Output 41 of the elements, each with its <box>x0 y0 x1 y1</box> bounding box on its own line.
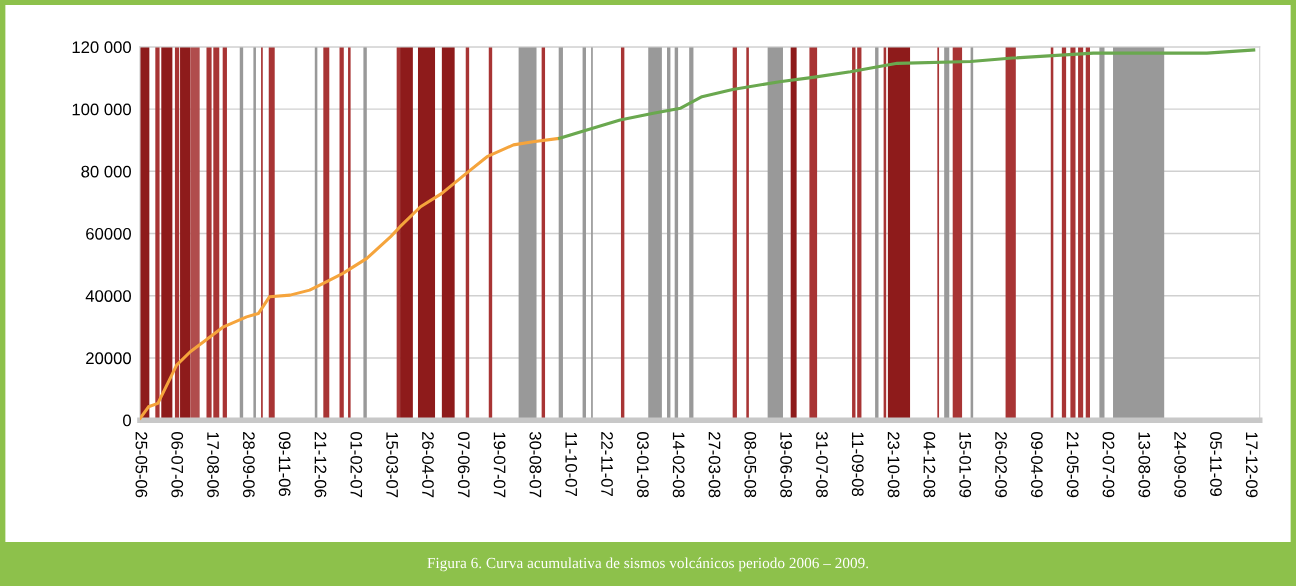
x-tick-label: 28-09-06 <box>242 432 255 498</box>
y-tick-label: 120 000 <box>72 41 131 54</box>
x-tick-label: 22-11-07 <box>601 432 613 496</box>
x-tick-label: 13-08-09 <box>1138 432 1151 498</box>
x-tick-label: 09-04-09 <box>1030 431 1043 498</box>
x-tick-label: 11-10-07 <box>565 432 578 496</box>
x-tick-label: 14-02-08 <box>672 432 685 498</box>
x-tick-label: 26-02-09 <box>995 432 1007 498</box>
x-tick-label: 11-09-08 <box>851 432 864 497</box>
x-tick-label: 05-11-09 <box>1210 431 1222 496</box>
x-tick-label: 02-07-09 <box>1102 431 1115 498</box>
y-tick-label: 80 000 <box>81 165 131 178</box>
x-tick-label: 31-07-08 <box>816 431 828 498</box>
text: Figura 6. Curva acumulativa de sismos volcánicos periodo 2006 – 2009. <box>427 557 869 572</box>
x-tick-label: 19-06-08 <box>780 432 793 498</box>
y-tick-label: 40000 <box>85 290 131 302</box>
x-tick-label: 23-10-08 <box>887 432 900 498</box>
x-tick-label: 17-12-09 <box>1245 432 1258 498</box>
x-tick-label: 01-02-07 <box>350 431 363 498</box>
x-tick-label: 25-05-06 <box>135 432 148 498</box>
x-tick-label: 17-08-06 <box>207 432 219 498</box>
x-tick-label: 24-09-09 <box>1174 432 1187 498</box>
x-tick-label: 30-08-07 <box>529 431 542 498</box>
x-tick-label: 06-07-06 <box>171 431 184 498</box>
y-tick-label: 20000 <box>86 352 131 365</box>
y-tick-label: 60000 <box>86 227 131 240</box>
x-tick-label: 07-06-07 <box>457 431 470 498</box>
y-tick-label: 0 <box>123 414 131 427</box>
x-tick-label: 04-12-08 <box>923 431 936 498</box>
x-tick-label: 09-11-06 <box>278 431 291 497</box>
x-tick-label: 08-05-08 <box>744 431 757 498</box>
x-tick-label: 26-04-07 <box>422 432 434 498</box>
x-tick-label: 15-01-09 <box>959 432 972 498</box>
x-tick-label: 15-03-07 <box>386 432 399 498</box>
line-series <box>558 48 1256 140</box>
x-tick-label: 27-03-08 <box>708 432 721 498</box>
x-tick-label: 21-12-06 <box>314 432 327 498</box>
y-tick-label: 100 000 <box>72 103 131 116</box>
x-tick-label: 19-07-07 <box>493 432 506 498</box>
x-tick-label: 21-05-09 <box>1066 432 1079 498</box>
x-tick-label: 03-01-08 <box>636 431 649 498</box>
